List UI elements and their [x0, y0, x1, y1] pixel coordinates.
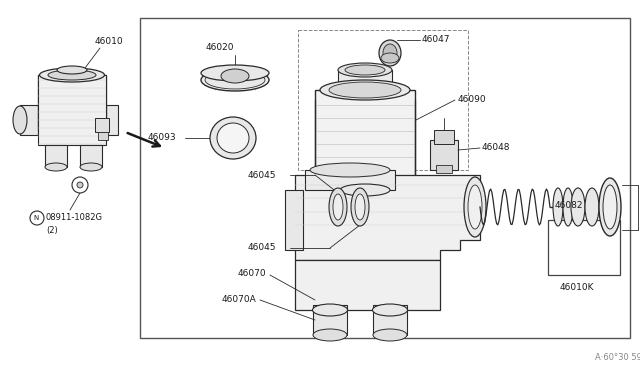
Bar — [338, 70, 392, 94]
Ellipse shape — [312, 304, 348, 316]
Ellipse shape — [340, 184, 390, 196]
Bar — [305, 170, 395, 190]
Ellipse shape — [603, 185, 617, 229]
Text: 46010K: 46010K — [560, 283, 595, 292]
Ellipse shape — [320, 80, 410, 100]
Ellipse shape — [599, 178, 621, 236]
Ellipse shape — [310, 163, 390, 177]
Bar — [315, 90, 415, 190]
Text: 46047: 46047 — [422, 35, 451, 45]
Ellipse shape — [571, 188, 585, 226]
Bar — [436, 165, 452, 173]
Bar — [548, 220, 620, 275]
Text: (2): (2) — [46, 225, 58, 234]
Text: 46010: 46010 — [95, 38, 124, 46]
Ellipse shape — [217, 123, 249, 153]
Bar — [95, 118, 109, 132]
Ellipse shape — [48, 70, 96, 80]
Ellipse shape — [464, 177, 486, 237]
Text: A·60°30 59: A·60°30 59 — [595, 353, 640, 362]
Ellipse shape — [338, 63, 392, 77]
Ellipse shape — [381, 53, 399, 63]
Bar — [373, 305, 407, 335]
Ellipse shape — [313, 329, 347, 341]
Ellipse shape — [57, 66, 87, 74]
Bar — [45, 145, 67, 167]
Ellipse shape — [329, 188, 347, 226]
Bar — [38, 75, 106, 130]
Ellipse shape — [345, 65, 385, 75]
Text: 46093: 46093 — [148, 134, 177, 142]
Polygon shape — [295, 260, 440, 310]
Ellipse shape — [355, 194, 365, 220]
Ellipse shape — [221, 69, 249, 83]
Text: 46082: 46082 — [555, 201, 584, 209]
Ellipse shape — [351, 188, 369, 226]
Text: 08911-1082G: 08911-1082G — [46, 214, 103, 222]
Ellipse shape — [13, 106, 27, 134]
Text: 46045: 46045 — [248, 170, 276, 180]
Text: 46070: 46070 — [238, 269, 267, 279]
Ellipse shape — [40, 68, 104, 82]
Ellipse shape — [205, 71, 265, 89]
Text: 46070A: 46070A — [222, 295, 257, 305]
Bar — [434, 130, 454, 144]
Bar — [140, 18, 630, 338]
Ellipse shape — [585, 188, 599, 226]
Ellipse shape — [329, 82, 401, 98]
Ellipse shape — [563, 188, 573, 226]
Bar — [313, 305, 347, 335]
Ellipse shape — [468, 185, 482, 229]
Bar — [205, 73, 265, 87]
Polygon shape — [20, 105, 38, 135]
Bar — [80, 145, 102, 167]
Circle shape — [30, 211, 44, 225]
Ellipse shape — [45, 163, 67, 171]
Text: 46048: 46048 — [482, 144, 511, 153]
Ellipse shape — [80, 163, 102, 171]
Circle shape — [77, 182, 83, 188]
Ellipse shape — [201, 65, 269, 81]
Ellipse shape — [210, 117, 256, 159]
Text: N: N — [33, 215, 38, 221]
Polygon shape — [295, 175, 480, 260]
Text: 46045: 46045 — [248, 244, 276, 253]
Ellipse shape — [201, 69, 269, 91]
Ellipse shape — [372, 304, 408, 316]
Ellipse shape — [333, 194, 343, 220]
Text: 46090: 46090 — [458, 94, 486, 103]
Bar — [98, 132, 108, 140]
Text: 46020: 46020 — [206, 44, 234, 52]
Bar — [285, 190, 303, 250]
Circle shape — [72, 177, 88, 193]
Ellipse shape — [379, 40, 401, 66]
Ellipse shape — [553, 188, 563, 226]
Bar — [298, 30, 468, 170]
Ellipse shape — [383, 44, 397, 62]
Polygon shape — [38, 75, 106, 145]
Ellipse shape — [373, 329, 407, 341]
Bar — [430, 140, 458, 170]
Polygon shape — [106, 105, 118, 135]
